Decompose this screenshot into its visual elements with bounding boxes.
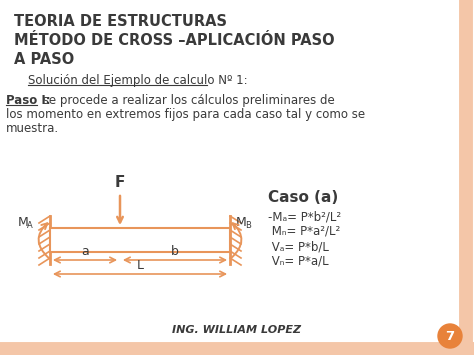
Text: B: B	[245, 221, 251, 230]
Text: a: a	[81, 245, 89, 258]
Text: se procede a realizar los cálculos preliminares de: se procede a realizar los cálculos preli…	[39, 94, 335, 107]
Text: ING. WILLIAM LOPEZ: ING. WILLIAM LOPEZ	[173, 325, 301, 335]
Text: 7: 7	[446, 329, 455, 343]
Text: L: L	[137, 259, 144, 272]
Text: A PASO: A PASO	[14, 52, 74, 67]
Text: Mₙ= P*a²/L²: Mₙ= P*a²/L²	[268, 225, 340, 238]
Text: los momento en extremos fijos para cada caso tal y como se: los momento en extremos fijos para cada …	[6, 108, 365, 121]
Text: Solución del Ejemplo de calculo Nº 1:: Solución del Ejemplo de calculo Nº 1:	[28, 74, 247, 87]
Text: MÉTODO DE CROSS –APLICACIÓN PASO: MÉTODO DE CROSS –APLICACIÓN PASO	[14, 33, 335, 48]
Text: Paso I:: Paso I:	[6, 94, 51, 107]
Text: b: b	[171, 245, 179, 258]
Text: F: F	[115, 175, 125, 190]
Text: A: A	[27, 221, 33, 230]
Text: Vₙ= P*a/L: Vₙ= P*a/L	[268, 255, 328, 268]
Text: Vₐ= P*b/L: Vₐ= P*b/L	[268, 240, 329, 253]
Text: muestra.: muestra.	[6, 122, 59, 135]
Text: Caso (a): Caso (a)	[268, 190, 338, 205]
Text: -Mₐ= P*b²/L²: -Mₐ= P*b²/L²	[268, 210, 341, 223]
Text: TEORIA DE ESTRUCTURAS: TEORIA DE ESTRUCTURAS	[14, 14, 227, 29]
Bar	[50, 228, 230, 252]
Circle shape	[438, 324, 462, 348]
Text: M: M	[236, 216, 247, 229]
Text: M: M	[18, 216, 29, 229]
